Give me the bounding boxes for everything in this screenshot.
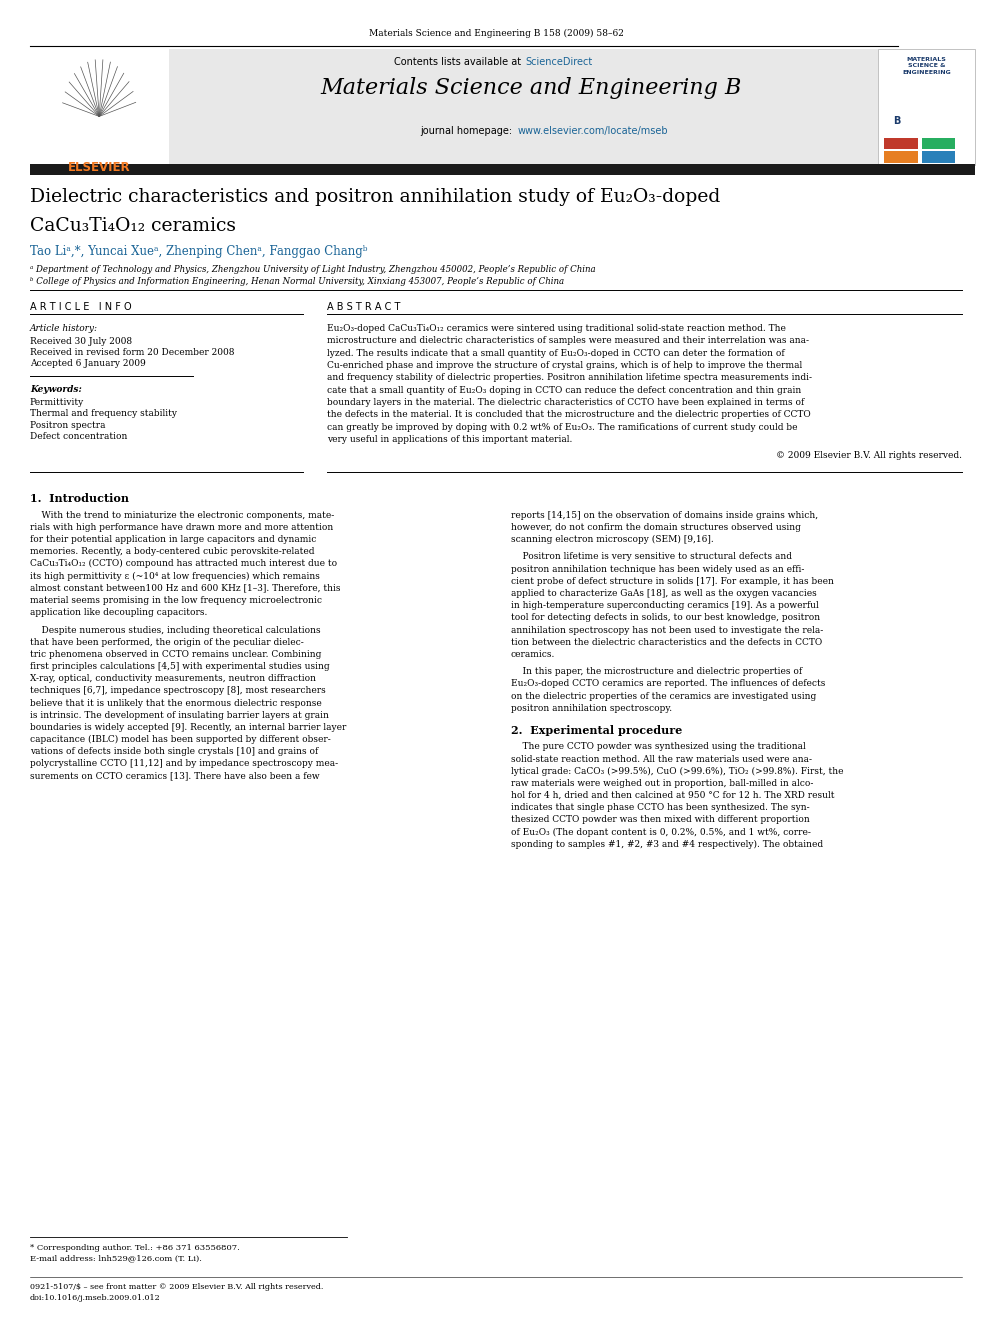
Text: cient probe of defect structure in solids [17]. For example, it has been: cient probe of defect structure in solid…: [511, 577, 833, 586]
Text: Cu-enriched phase and improve the structure of crystal grains, which is of help : Cu-enriched phase and improve the struct…: [327, 361, 803, 370]
Text: capacitance (IBLC) model has been supported by different obser-: capacitance (IBLC) model has been suppor…: [30, 736, 330, 744]
Text: on the dielectric properties of the ceramics are investigated using: on the dielectric properties of the cera…: [511, 692, 816, 701]
Text: A B S T R A C T: A B S T R A C T: [327, 302, 401, 312]
Text: can greatly be improved by doping with 0.2 wt% of Eu₂O₃. The ramifications of cu: can greatly be improved by doping with 0…: [327, 422, 798, 431]
Text: polycrystalline CCTO [11,12] and by impedance spectroscopy mea-: polycrystalline CCTO [11,12] and by impe…: [30, 759, 338, 769]
Text: material seems promising in the low frequency microelectronic: material seems promising in the low freq…: [30, 595, 321, 605]
Text: techniques [6,7], impedance spectroscopy [8], most researchers: techniques [6,7], impedance spectroscopy…: [30, 687, 325, 696]
Text: believe that it is unlikely that the enormous dielectric response: believe that it is unlikely that the eno…: [30, 699, 321, 708]
Text: Received 30 July 2008: Received 30 July 2008: [30, 337, 132, 347]
Text: CaCu₃Ti₄O₁₂ (CCTO) compound has attracted much interest due to: CaCu₃Ti₄O₁₂ (CCTO) compound has attracte…: [30, 560, 337, 569]
Text: the defects in the material. It is concluded that the microstructure and the die: the defects in the material. It is concl…: [327, 410, 811, 419]
Text: 2.  Experimental procedure: 2. Experimental procedure: [511, 725, 682, 737]
Text: and frequency stability of dielectric properties. Positron annihilation lifetime: and frequency stability of dielectric pr…: [327, 373, 812, 382]
Text: thesized CCTO powder was then mixed with different proportion: thesized CCTO powder was then mixed with…: [511, 815, 809, 824]
FancyBboxPatch shape: [30, 49, 169, 165]
Text: for their potential application in large capacitors and dynamic: for their potential application in large…: [30, 534, 316, 544]
Text: CaCu₃Ti₄O₁₂ ceramics: CaCu₃Ti₄O₁₂ ceramics: [30, 217, 236, 235]
Text: www.elsevier.com/locate/mseb: www.elsevier.com/locate/mseb: [518, 126, 669, 136]
Text: scanning electron microscopy (SEM) [9,16].: scanning electron microscopy (SEM) [9,16…: [511, 534, 713, 544]
Text: surements on CCTO ceramics [13]. There have also been a few: surements on CCTO ceramics [13]. There h…: [30, 771, 319, 781]
Text: * Corresponding author. Tel.: +86 371 63556807.: * Corresponding author. Tel.: +86 371 63…: [30, 1244, 239, 1252]
Text: solid-state reaction method. All the raw materials used were ana-: solid-state reaction method. All the raw…: [511, 754, 811, 763]
Text: Thermal and frequency stability: Thermal and frequency stability: [30, 410, 177, 418]
Text: Keywords:: Keywords:: [30, 385, 81, 394]
Text: Despite numerous studies, including theoretical calculations: Despite numerous studies, including theo…: [30, 626, 320, 635]
Text: lytical grade: CaCO₃ (>99.5%), CuO (>99.6%), TiO₂ (>99.8%). First, the: lytical grade: CaCO₃ (>99.5%), CuO (>99.…: [511, 767, 843, 775]
Text: positron annihilation spectroscopy.: positron annihilation spectroscopy.: [511, 704, 672, 713]
Text: microstructure and dielectric characteristics of samples were measured and their: microstructure and dielectric characteri…: [327, 336, 809, 345]
Text: Positron spectra: Positron spectra: [30, 421, 105, 430]
Text: Materials Science and Engineering B: Materials Science and Engineering B: [320, 77, 741, 99]
Text: Dielectric characteristics and positron annihilation study of Eu₂O₃-doped: Dielectric characteristics and positron …: [30, 188, 720, 206]
Text: ceramics.: ceramics.: [511, 650, 556, 659]
Text: doi:10.1016/j.mseb.2009.01.012: doi:10.1016/j.mseb.2009.01.012: [30, 1294, 161, 1302]
FancyBboxPatch shape: [922, 138, 955, 149]
Text: Materials Science and Engineering B 158 (2009) 58–62: Materials Science and Engineering B 158 …: [369, 29, 623, 38]
Text: Eu₂O₃-doped CCTO ceramics are reported. The influences of defects: Eu₂O₃-doped CCTO ceramics are reported. …: [511, 680, 825, 688]
Text: MATERIALS
SCIENCE &
ENGINEERING: MATERIALS SCIENCE & ENGINEERING: [902, 57, 951, 75]
FancyBboxPatch shape: [878, 49, 975, 165]
Text: is intrinsic. The development of insulating barrier layers at grain: is intrinsic. The development of insulat…: [30, 710, 328, 720]
Text: however, do not confirm the domain structures observed using: however, do not confirm the domain struc…: [511, 523, 801, 532]
Text: hol for 4 h, dried and then calcined at 950 °C for 12 h. The XRD result: hol for 4 h, dried and then calcined at …: [511, 791, 834, 800]
FancyBboxPatch shape: [884, 151, 918, 163]
Text: of Eu₂O₃ (The dopant content is 0, 0.2%, 0.5%, and 1 wt%, corre-: of Eu₂O₃ (The dopant content is 0, 0.2%,…: [511, 828, 810, 836]
Text: Tao Liᵃ,*, Yuncai Xueᵃ, Zhenping Chenᵃ, Fanggao Changᵇ: Tao Liᵃ,*, Yuncai Xueᵃ, Zhenping Chenᵃ, …: [30, 245, 367, 258]
Text: vations of defects inside both single crystals [10] and grains of: vations of defects inside both single cr…: [30, 747, 318, 757]
Text: lyzed. The results indicate that a small quantity of Eu₂O₃-doped in CCTO can det: lyzed. The results indicate that a small…: [327, 349, 785, 357]
Text: in high-temperature superconducting ceramics [19]. As a powerful: in high-temperature superconducting cera…: [511, 601, 818, 610]
Text: Defect concentration: Defect concentration: [30, 431, 127, 441]
FancyBboxPatch shape: [169, 49, 878, 165]
Text: reports [14,15] on the observation of domains inside grains which,: reports [14,15] on the observation of do…: [511, 511, 818, 520]
Text: cate that a small quantity of Eu₂O₃ doping in CCTO can reduce the defect concent: cate that a small quantity of Eu₂O₃ dopi…: [327, 385, 802, 394]
Text: Positron lifetime is very sensitive to structural defects and: Positron lifetime is very sensitive to s…: [511, 553, 792, 561]
Text: A R T I C L E   I N F O: A R T I C L E I N F O: [30, 302, 131, 312]
Text: Contents lists available at: Contents lists available at: [394, 57, 524, 67]
Text: Eu₂O₃-doped CaCu₃Ti₄O₁₂ ceramics were sintered using traditional solid-state rea: Eu₂O₃-doped CaCu₃Ti₄O₁₂ ceramics were si…: [327, 324, 787, 333]
Text: ELSEVIER: ELSEVIER: [67, 161, 131, 175]
FancyBboxPatch shape: [884, 138, 918, 149]
Text: boundary layers in the material. The dielectric characteristics of CCTO have bee: boundary layers in the material. The die…: [327, 398, 805, 407]
Text: applied to characterize GaAs [18], as well as the oxygen vacancies: applied to characterize GaAs [18], as we…: [511, 589, 816, 598]
Text: Accepted 6 January 2009: Accepted 6 January 2009: [30, 359, 146, 368]
Text: its high permittivity ε (~10⁴ at low frequencies) which remains: its high permittivity ε (~10⁴ at low fre…: [30, 572, 319, 581]
Text: very useful in applications of this important material.: very useful in applications of this impo…: [327, 435, 572, 445]
Text: tric phenomena observed in CCTO remains unclear. Combining: tric phenomena observed in CCTO remains …: [30, 650, 321, 659]
Text: sponding to samples #1, #2, #3 and #4 respectively). The obtained: sponding to samples #1, #2, #3 and #4 re…: [511, 840, 823, 849]
Text: ScienceDirect: ScienceDirect: [526, 57, 593, 67]
Text: that have been performed, the origin of the peculiar dielec-: that have been performed, the origin of …: [30, 638, 304, 647]
Text: The pure CCTO powder was synthesized using the traditional: The pure CCTO powder was synthesized usi…: [511, 742, 806, 751]
FancyBboxPatch shape: [922, 151, 955, 163]
Text: 0921-5107/$ – see front matter © 2009 Elsevier B.V. All rights reserved.: 0921-5107/$ – see front matter © 2009 El…: [30, 1283, 323, 1291]
Text: ᵃ Department of Technology and Physics, Zhengzhou University of Light Industry, : ᵃ Department of Technology and Physics, …: [30, 265, 595, 274]
Text: almost constant between100 Hz and 600 KHz [1–3]. Therefore, this: almost constant between100 Hz and 600 KH…: [30, 583, 340, 593]
FancyBboxPatch shape: [30, 164, 975, 175]
Text: application like decoupling capacitors.: application like decoupling capacitors.: [30, 609, 207, 617]
Text: first principles calculations [4,5] with experimental studies using: first principles calculations [4,5] with…: [30, 662, 329, 671]
Text: ᵇ College of Physics and Information Engineering, Henan Normal University, Xinxi: ᵇ College of Physics and Information Eng…: [30, 277, 563, 286]
Text: tion between the dielectric characteristics and the defects in CCTO: tion between the dielectric characterist…: [511, 638, 822, 647]
Text: annihilation spectroscopy has not been used to investigate the rela-: annihilation spectroscopy has not been u…: [511, 626, 823, 635]
Text: Received in revised form 20 December 2008: Received in revised form 20 December 200…: [30, 348, 234, 357]
Text: rials with high performance have drawn more and more attention: rials with high performance have drawn m…: [30, 523, 333, 532]
Text: Permittivity: Permittivity: [30, 398, 84, 407]
Text: B: B: [893, 116, 900, 127]
Text: E-mail address: lnh529@126.com (T. Li).: E-mail address: lnh529@126.com (T. Li).: [30, 1254, 201, 1262]
Text: In this paper, the microstructure and dielectric properties of: In this paper, the microstructure and di…: [511, 667, 802, 676]
Text: X-ray, optical, conductivity measurements, neutron diffraction: X-ray, optical, conductivity measurement…: [30, 675, 315, 683]
Text: journal homepage:: journal homepage:: [421, 126, 516, 136]
Text: indicates that single phase CCTO has been synthesized. The syn-: indicates that single phase CCTO has bee…: [511, 803, 809, 812]
Text: tool for detecting defects in solids, to our best knowledge, positron: tool for detecting defects in solids, to…: [511, 614, 820, 622]
Text: Article history:: Article history:: [30, 324, 98, 333]
Text: 1.  Introduction: 1. Introduction: [30, 493, 129, 504]
Text: positron annihilation technique has been widely used as an effi-: positron annihilation technique has been…: [511, 565, 805, 574]
Text: raw materials were weighed out in proportion, ball-milled in alco-: raw materials were weighed out in propor…: [511, 779, 813, 789]
Text: With the trend to miniaturize the electronic components, mate-: With the trend to miniaturize the electr…: [30, 511, 334, 520]
Text: memories. Recently, a body-centered cubic perovskite-related: memories. Recently, a body-centered cubi…: [30, 548, 314, 556]
Text: © 2009 Elsevier B.V. All rights reserved.: © 2009 Elsevier B.V. All rights reserved…: [776, 451, 962, 460]
Text: boundaries is widely accepted [9]. Recently, an internal barrier layer: boundaries is widely accepted [9]. Recen…: [30, 722, 346, 732]
